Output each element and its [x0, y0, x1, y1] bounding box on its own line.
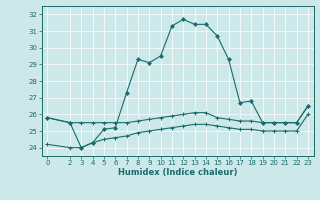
- X-axis label: Humidex (Indice chaleur): Humidex (Indice chaleur): [118, 168, 237, 177]
